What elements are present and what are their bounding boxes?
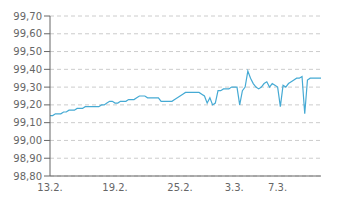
svg-text:99,50: 99,50 — [13, 46, 42, 57]
svg-text:25.2.: 25.2. — [167, 182, 192, 193]
svg-text:99,00: 99,00 — [13, 135, 42, 146]
svg-text:99,10: 99,10 — [13, 117, 42, 128]
svg-text:19.2.: 19.2. — [102, 182, 127, 193]
svg-text:99,40: 99,40 — [13, 64, 42, 75]
svg-text:99,30: 99,30 — [13, 82, 42, 93]
svg-text:98,90: 98,90 — [13, 153, 42, 164]
svg-text:7.3.: 7.3. — [268, 182, 287, 193]
svg-text:99,20: 99,20 — [13, 99, 42, 110]
svg-text:13.2.: 13.2. — [37, 182, 62, 193]
svg-text:3.3.: 3.3. — [225, 182, 244, 193]
svg-text:99,60: 99,60 — [13, 28, 42, 39]
svg-text:99,70: 99,70 — [13, 11, 42, 22]
svg-text:98,80: 98,80 — [13, 171, 42, 182]
